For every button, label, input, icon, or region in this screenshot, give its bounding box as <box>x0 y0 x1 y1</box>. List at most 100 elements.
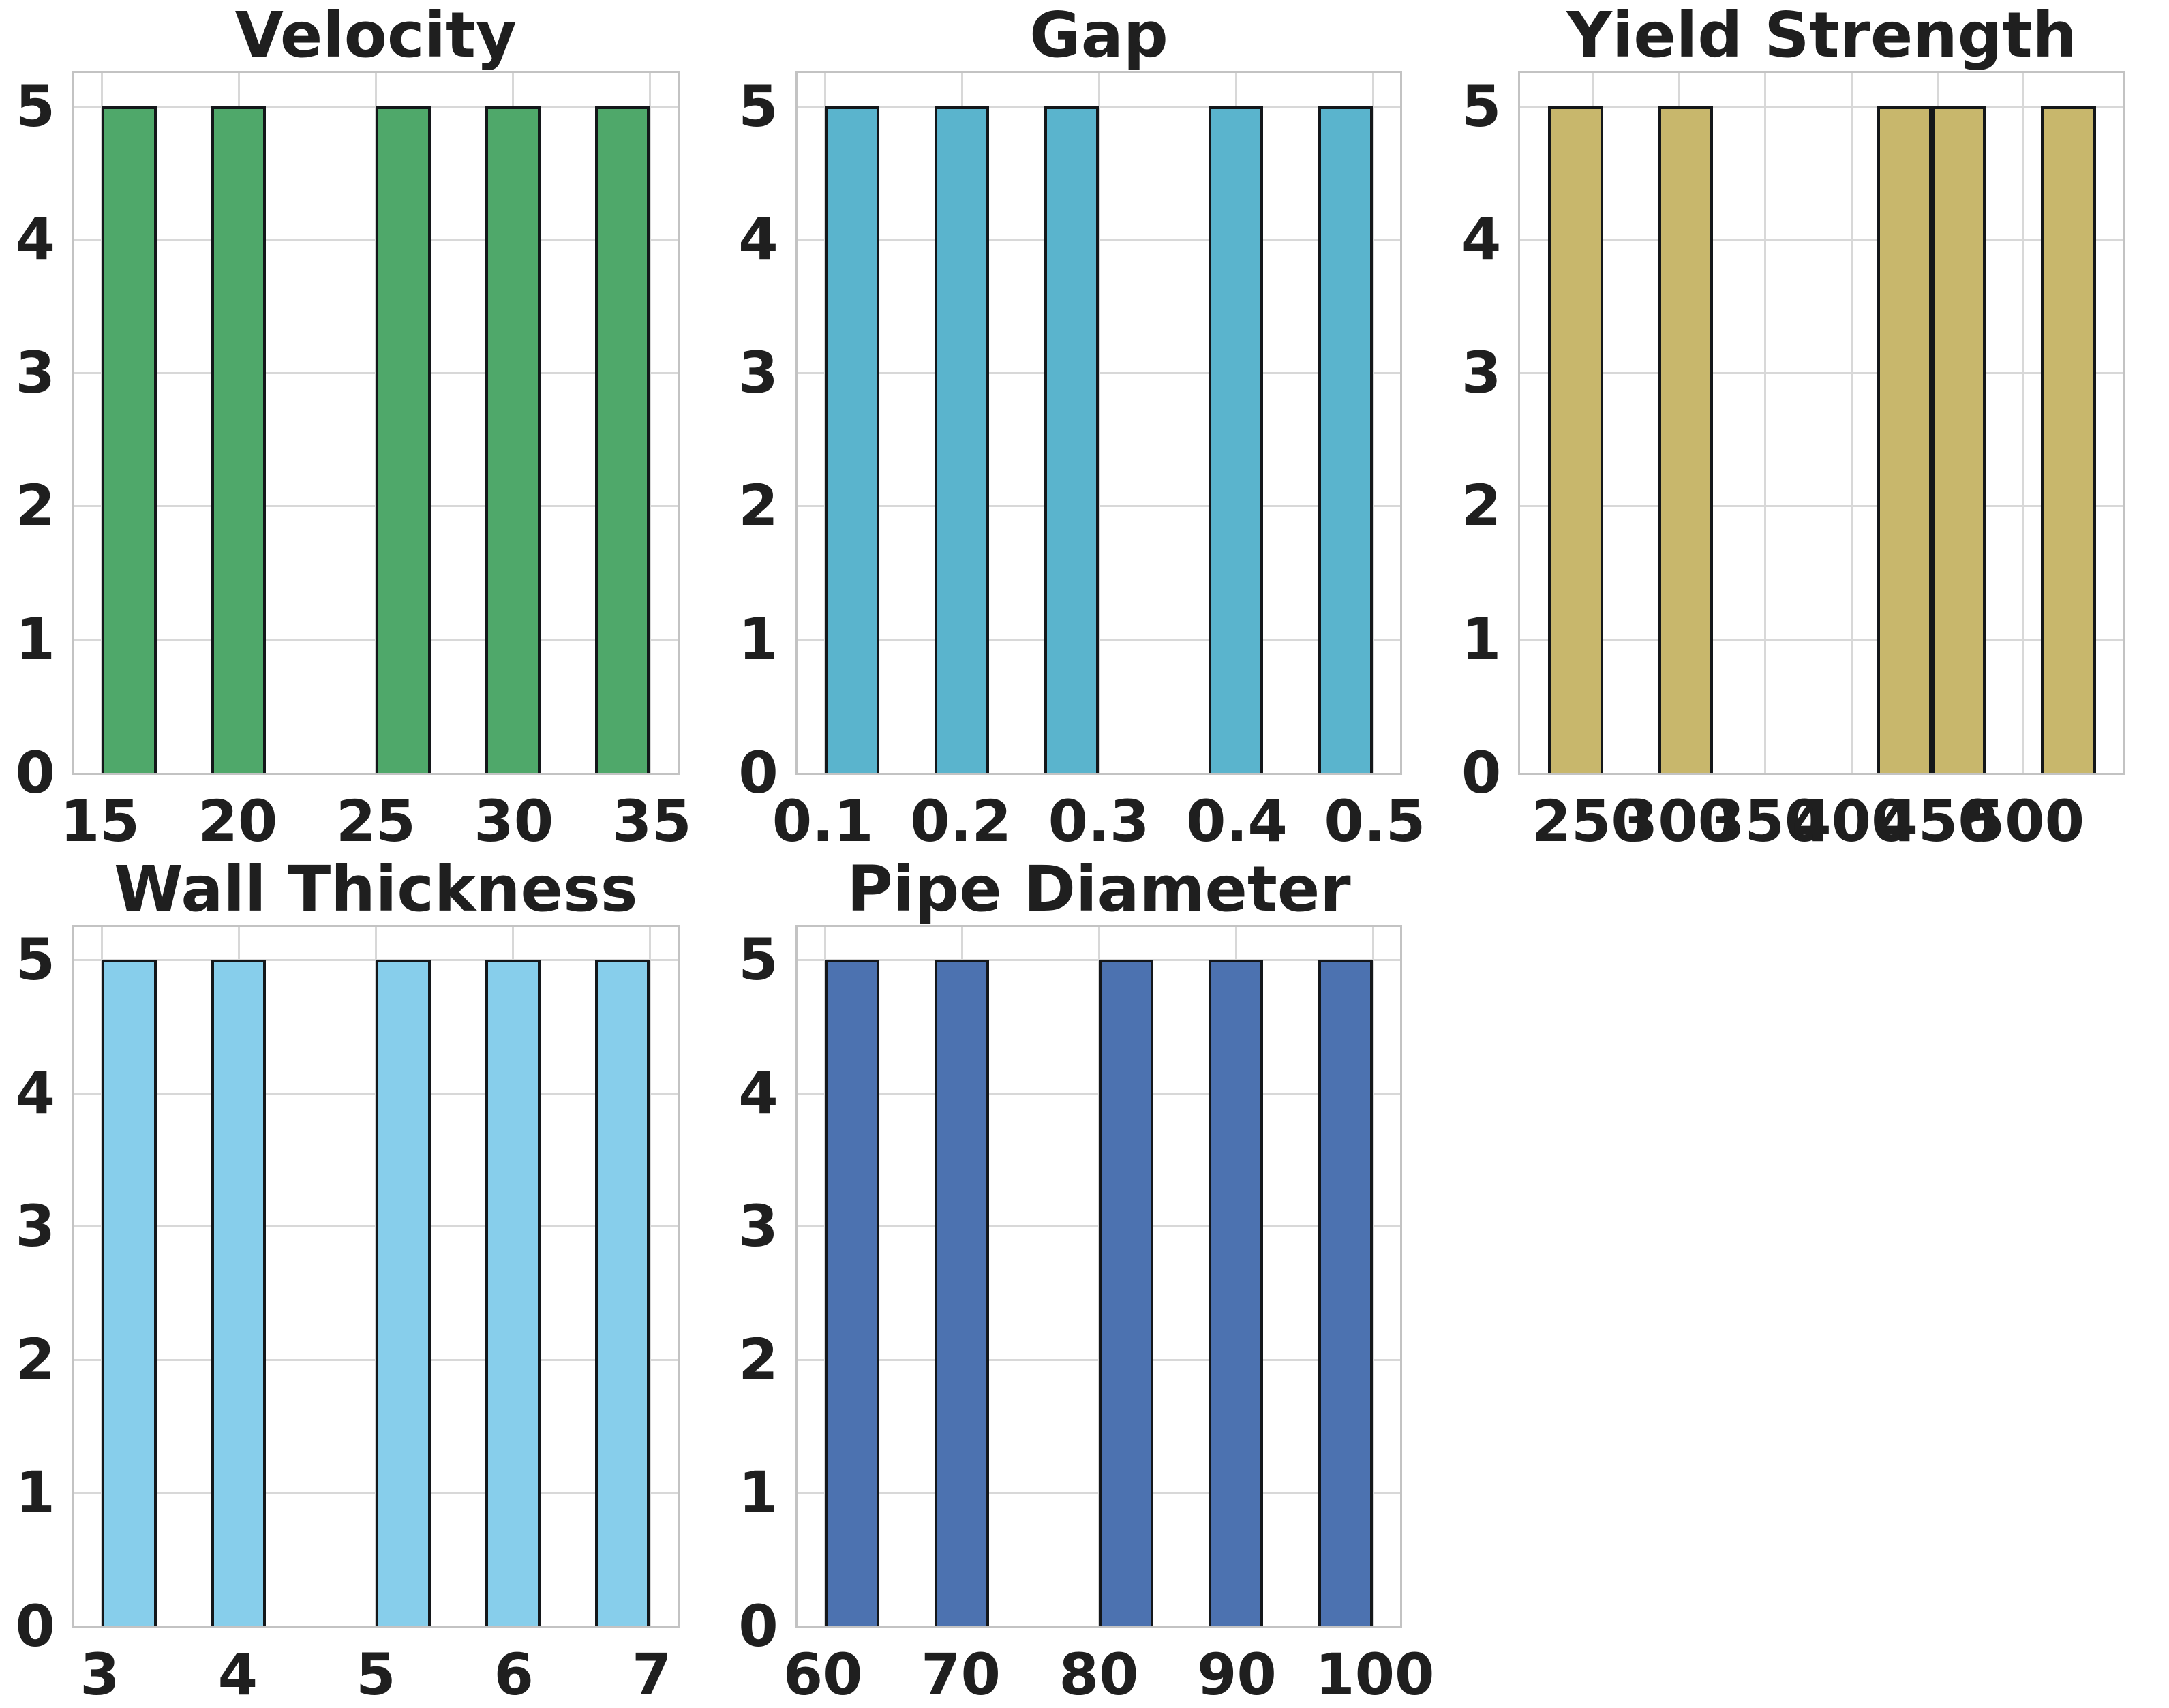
x-tick-label: 15 <box>60 787 140 855</box>
x-tick-label: 20 <box>198 787 278 855</box>
y-tick-label: 5 <box>1461 72 1502 140</box>
x-tick-label: 3 <box>80 1641 120 1708</box>
y-tick-label: 4 <box>738 206 778 273</box>
x-tick-label: 60 <box>783 1641 863 1708</box>
v-gridline <box>1850 73 1853 773</box>
x-tick-label: 450 <box>1878 787 1998 855</box>
y-tick-label: 3 <box>738 1193 778 1260</box>
histogram-bar <box>485 106 541 773</box>
histogram-bar <box>2040 106 2096 773</box>
v-gridline <box>649 926 652 1626</box>
chart-title: Pipe Diameter <box>847 852 1351 926</box>
histogram-bar <box>1318 960 1374 1626</box>
chart-title: Wall Thickness <box>114 852 638 926</box>
chart-cell: Wall Thickness 0 1 2 3 4 5 3 4 5 6 7 <box>0 854 723 1708</box>
chart-panel-pipe-diameter: Pipe Diameter 0 1 2 3 4 5 60 70 80 90 100 <box>723 854 1446 1708</box>
x-tick-label: 30 <box>474 787 554 855</box>
x-tick-label: 350 <box>1705 787 1825 855</box>
y-tick-label: 2 <box>1461 472 1502 540</box>
empty-cell <box>1446 854 2169 1708</box>
chart-panel-gap: Gap 0 1 2 3 4 5 0.1 0.2 0.3 0.4 0.5 <box>723 0 1446 854</box>
x-axis: 0.1 0.2 0.3 0.4 0.5 <box>772 775 1426 855</box>
v-gridline <box>1097 73 1100 773</box>
y-tick-label: 4 <box>1461 206 1502 273</box>
v-gridline <box>649 73 652 773</box>
chart-cell: Yield Strength 0 1 2 3 4 5 250 300 350 400 450 500 <box>1446 0 2169 854</box>
y-tick-label: 5 <box>738 72 778 140</box>
histogram-bar <box>102 960 157 1626</box>
y-tick-label: 1 <box>738 1459 778 1527</box>
chart-panel-yield-strength: Yield Strength 0 1 2 3 4 5 250 300 350 400 450 500 <box>1446 0 2169 854</box>
y-tick-label: 3 <box>15 339 55 406</box>
y-tick-label: 1 <box>738 605 778 673</box>
histogram-bar <box>376 106 431 773</box>
y-tick-label: 3 <box>15 1193 55 1260</box>
x-tick-label: 0.2 <box>910 787 1012 855</box>
x-axis: 250 300 350 400 450 500 <box>1518 775 2125 854</box>
y-tick-label: 2 <box>738 1326 778 1393</box>
y-tick-label: 0 <box>738 739 778 806</box>
x-tick-label: 70 <box>921 1641 1001 1708</box>
y-tick-label: 0 <box>15 739 55 806</box>
histogram-bar <box>211 106 267 773</box>
h-gridline <box>1520 239 2123 241</box>
y-tick-label: 1 <box>15 1459 55 1527</box>
histogram-bar <box>1877 106 1932 773</box>
y-tick-label: 5 <box>15 926 55 994</box>
y-tick-label: 2 <box>15 472 55 540</box>
y-tick-label: 5 <box>15 72 55 140</box>
histogram-bar <box>595 960 650 1626</box>
y-tick-label: 4 <box>15 206 55 273</box>
h-gridline <box>1520 638 2123 641</box>
chart-panel-velocity: Velocity 0 1 2 3 4 5 15 20 25 30 35 <box>0 0 723 854</box>
y-tick-label: 0 <box>15 1593 55 1660</box>
y-tick-label: 4 <box>738 1059 778 1127</box>
y-tick-label: 3 <box>1461 339 1502 406</box>
histogram-bar <box>595 106 650 773</box>
h-gridline <box>1520 505 2123 508</box>
chart-title: Gap <box>1029 0 1168 72</box>
histogram-bar <box>934 960 990 1626</box>
chart-cell: Pipe Diameter 0 1 2 3 4 5 60 70 80 90 100 <box>723 854 1446 1708</box>
y-tick-label: 3 <box>738 339 778 406</box>
y-tick-label: 4 <box>15 1059 55 1127</box>
x-tick-label: 0.1 <box>772 787 874 855</box>
v-gridline <box>2022 73 2025 773</box>
x-tick-label: 35 <box>611 787 692 855</box>
chart-title: Yield Strength <box>1566 0 2078 72</box>
histogram-bar <box>102 106 157 773</box>
histogram-bar <box>824 106 880 773</box>
histogram-bar <box>1547 106 1603 773</box>
x-axis: 60 70 80 90 100 <box>783 1628 1435 1708</box>
chart-title: Velocity <box>234 0 517 72</box>
y-tick-label: 0 <box>738 1593 778 1660</box>
histogram-bar <box>824 960 880 1626</box>
chart-cell: Gap 0 1 2 3 4 5 0.1 0.2 0.3 0.4 0.5 <box>723 0 1446 854</box>
y-tick-label: 0 <box>1461 739 1502 806</box>
x-tick-label: 7 <box>631 1641 672 1708</box>
histogram-bar <box>1208 960 1264 1626</box>
x-tick-label: 0.4 <box>1186 787 1288 855</box>
x-tick-label: 25 <box>335 787 416 855</box>
x-tick-label: 4 <box>217 1641 258 1708</box>
histogram-bar <box>376 960 431 1626</box>
histogram-bar <box>1658 106 1714 773</box>
histogram-bar <box>211 960 267 1626</box>
x-axis: 3 4 5 6 7 <box>72 1628 680 1707</box>
h-gridline <box>1520 105 2123 108</box>
x-tick-label: 100 <box>1315 1641 1435 1708</box>
v-gridline <box>1764 73 1767 773</box>
chart-panel-wall-thickness: Wall Thickness 0 1 2 3 4 5 3 4 5 6 7 <box>0 854 723 1708</box>
x-tick-label: 250 <box>1531 787 1651 855</box>
x-tick-label: 500 <box>1965 787 2085 855</box>
h-gridline <box>1520 371 2123 374</box>
x-tick-label: 90 <box>1196 1641 1277 1708</box>
x-tick-label: 300 <box>1618 787 1738 855</box>
x-tick-label: 0.3 <box>1048 787 1150 855</box>
